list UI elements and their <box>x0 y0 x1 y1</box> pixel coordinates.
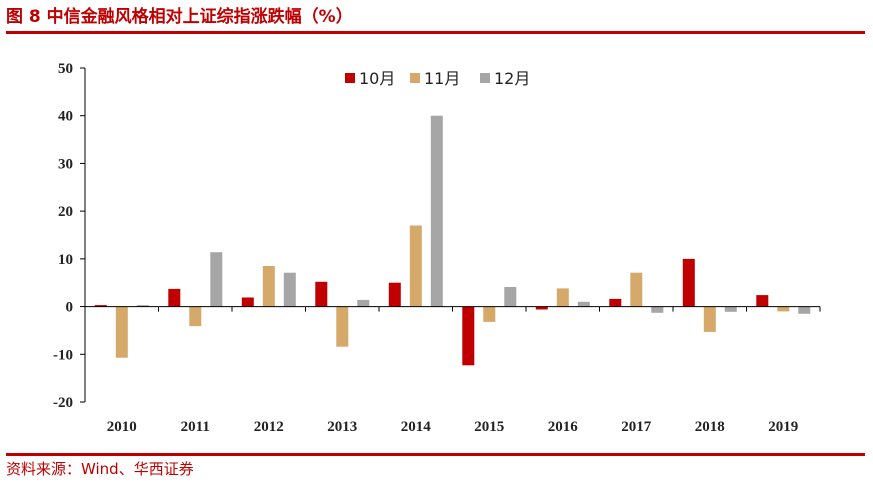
y-tick-label: -20 <box>53 395 73 411</box>
bar-2014-series-1 <box>388 282 401 307</box>
bar-2015-series-3 <box>504 287 517 307</box>
bar-2015-series-2 <box>483 306 496 322</box>
bar-2019-series-2 <box>777 306 790 312</box>
bar-2019-series-3 <box>798 306 811 314</box>
bar-2011-series-1 <box>168 288 181 307</box>
bar-2016-series-1 <box>535 306 548 310</box>
bar-2012-series-1 <box>241 297 254 307</box>
x-tick-label: 2018 <box>695 419 725 435</box>
legend: 10月 11月 12月 <box>345 69 530 88</box>
x-tick-label: 2013 <box>327 419 357 435</box>
x-tick-label: 2011 <box>181 419 210 435</box>
bar-2017-series-3 <box>651 306 664 313</box>
bar-series-group <box>94 115 811 366</box>
bar-2018-series-2 <box>703 306 716 332</box>
legend-label-3: 12月 <box>494 69 530 88</box>
bar-2013-series-1 <box>315 281 328 307</box>
x-tick-label: 2019 <box>768 419 798 435</box>
source-divider <box>6 453 865 456</box>
y-tick-label: -10 <box>53 347 73 363</box>
x-tick-label: 2017 <box>621 419 652 435</box>
bar-2017-series-2 <box>630 272 643 307</box>
x-tick-label: 2015 <box>474 419 504 435</box>
bar-2013-series-3 <box>357 299 370 307</box>
bar-2016-series-3 <box>577 301 590 307</box>
bar-2010-series-2 <box>115 306 128 358</box>
bar-2016-series-2 <box>556 288 569 307</box>
bar-2012-series-2 <box>262 266 275 307</box>
bar-2013-series-2 <box>336 306 349 347</box>
legend-swatch-1 <box>345 73 355 83</box>
bar-2019-series-1 <box>756 295 769 307</box>
bar-2015-series-1 <box>462 306 475 366</box>
y-tick-label: 50 <box>58 61 73 77</box>
bar-2012-series-3 <box>283 272 296 307</box>
bar-2017-series-1 <box>609 298 622 307</box>
bar-2018-series-3 <box>724 306 737 312</box>
bar-2010-series-1 <box>94 305 107 307</box>
legend-swatch-3 <box>480 73 490 83</box>
legend-label-2: 11月 <box>424 69 460 88</box>
bar-2011-series-2 <box>189 306 202 327</box>
x-tick-label: 2016 <box>548 419 579 435</box>
bar-2018-series-1 <box>682 258 695 307</box>
y-tick-label: 30 <box>58 156 73 172</box>
x-tick-label: 2014 <box>401 419 432 435</box>
bar-2010-series-3 <box>136 305 149 307</box>
y-tick-label: 20 <box>58 204 73 220</box>
title-divider <box>6 31 865 34</box>
bar-2014-series-2 <box>409 225 422 307</box>
legend-swatch-2 <box>410 73 420 83</box>
y-tick-label: 10 <box>58 252 73 268</box>
legend-label-1: 10月 <box>359 69 395 88</box>
y-tick-label: 40 <box>58 109 73 125</box>
bar-2011-series-3 <box>210 252 223 307</box>
x-tick-label: 2010 <box>107 419 137 435</box>
figure-title: 图 8 中信金融风格相对上证综指涨跌幅（%） <box>6 7 353 27</box>
bar-2014-series-3 <box>430 115 443 307</box>
source-note: 资料来源：Wind、华西证券 <box>6 460 194 478</box>
x-tick-label: 2012 <box>254 419 284 435</box>
y-tick-label: 0 <box>66 300 74 316</box>
